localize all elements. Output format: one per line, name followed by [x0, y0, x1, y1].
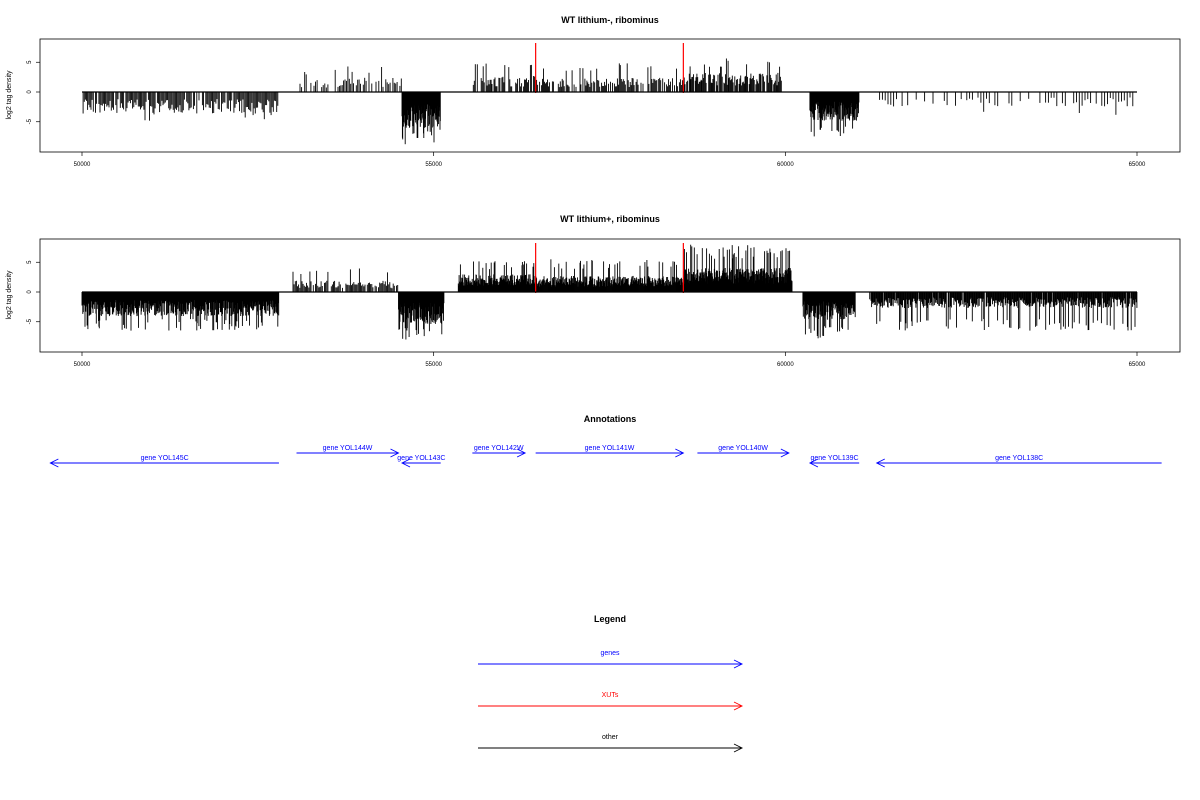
gene-label: gene YOL138C — [995, 455, 1043, 462]
legend-label: genes — [600, 650, 620, 657]
gene-label: gene YOL141W — [585, 445, 635, 452]
gene-arrowhead — [401, 458, 411, 468]
gene-label: gene YOL140W — [718, 445, 768, 452]
gene-arrowhead — [49, 458, 59, 468]
signal-bars — [81, 244, 1138, 340]
gene-arrowhead — [516, 448, 527, 458]
y-tick-label: 0 — [27, 290, 33, 294]
legend-items: genes XUTs other — [478, 650, 744, 753]
x-tick-label: 60000 — [777, 162, 794, 168]
legend-label: other — [602, 734, 619, 741]
x-tick-label: 55000 — [425, 362, 442, 368]
panel-title: WT lithium+, ribominus — [560, 214, 660, 224]
y-axis-label: log2 tag density — [6, 270, 13, 320]
x-tick-label: 55000 — [425, 162, 442, 168]
plot-frame — [39, 38, 1181, 153]
x-tick-label: 50000 — [74, 362, 91, 368]
gene-arrowhead — [808, 458, 819, 468]
panel-title: WT lithium-, ribominus — [561, 15, 659, 25]
x-tick-label: 60000 — [777, 362, 794, 368]
y-tick-label: -5 — [27, 318, 33, 324]
gene-label: gene YOL144W — [323, 445, 373, 452]
legend-label: XUTs — [602, 692, 619, 699]
gene-label: gene YOL142W — [474, 445, 524, 452]
x-tick-label: 65000 — [1129, 162, 1146, 168]
track-panel-lithium-plus: WT lithium+, ribominus log2 tag density … — [6, 214, 1181, 368]
track-panel-lithium-minus: WT lithium-, ribominus log2 tag density … — [6, 15, 1181, 168]
y-tick-label: 0 — [27, 90, 33, 94]
gene-label: gene YOL145C — [141, 455, 189, 462]
xut-markers — [535, 43, 684, 93]
xut-markers — [535, 243, 684, 293]
gene-arrowhead — [675, 448, 685, 458]
legend-title: Legend — [594, 614, 626, 624]
gene-arrowhead — [780, 448, 790, 458]
x-tick-label: 50000 — [74, 162, 91, 168]
gene-label: gene YOL143C — [397, 455, 445, 462]
y-tick-label: -5 — [27, 118, 33, 124]
y-tick-label: 5 — [27, 260, 33, 264]
plot-frame — [39, 238, 1181, 353]
gene-arrowhead — [390, 448, 400, 458]
legend-arrowhead — [733, 743, 744, 753]
annotations-title: Annotations — [584, 414, 637, 424]
gene-label: gene YOL139C — [810, 455, 858, 462]
gene-arrowhead — [875, 458, 885, 468]
legend: Legend genes XUTs other — [478, 614, 744, 753]
y-axis-label: log2 tag density — [6, 70, 13, 120]
signal-bars — [82, 58, 1134, 145]
axis-ticks: 50000 55000 60000 65000 5 0 -5 — [27, 260, 1146, 368]
legend-arrowhead — [733, 659, 744, 669]
legend-arrowhead — [733, 701, 744, 711]
axis-ticks: 50000 55000 60000 65000 5 0 -5 — [27, 60, 1146, 168]
gene-arrows: gene YOL145C gene YOL144W gene YOL143C gene… — [49, 445, 1162, 468]
y-tick-label: 5 — [27, 60, 33, 64]
x-tick-label: 65000 — [1129, 362, 1146, 368]
